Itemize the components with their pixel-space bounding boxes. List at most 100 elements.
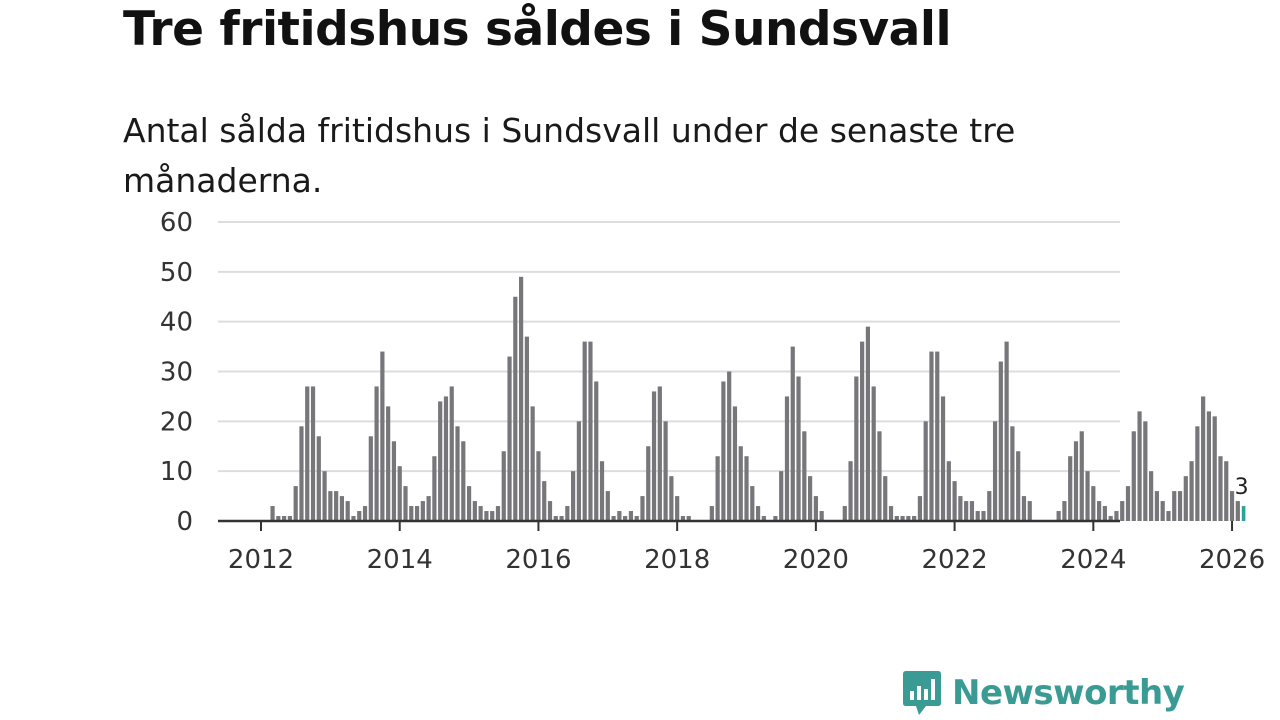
x-tick-label: 2018 xyxy=(644,545,710,575)
bar xyxy=(842,506,847,521)
newsworthy-logo: Newsworthy xyxy=(902,668,1185,718)
bar xyxy=(1102,506,1107,521)
bar xyxy=(310,386,316,521)
bar-latest xyxy=(1241,506,1246,521)
bar xyxy=(1201,396,1206,521)
bar xyxy=(362,506,368,521)
bar xyxy=(1097,501,1102,521)
bar xyxy=(1183,476,1188,521)
y-tick-label: 0 xyxy=(176,507,193,537)
bar xyxy=(1125,486,1131,521)
bar xyxy=(802,431,807,521)
bar xyxy=(790,346,795,521)
bar xyxy=(860,341,865,521)
bar xyxy=(646,446,651,521)
bar xyxy=(588,341,593,521)
bar xyxy=(293,486,298,521)
bar xyxy=(524,336,529,521)
bar xyxy=(1091,486,1096,521)
bar xyxy=(507,356,512,521)
bar xyxy=(888,506,894,521)
bar xyxy=(1114,511,1119,521)
bar xyxy=(744,456,749,521)
x-tick-label: 2014 xyxy=(367,545,433,575)
bar xyxy=(854,376,859,521)
chart-title: Tre fritidshus såldes i Sundsvall xyxy=(123,2,952,57)
bar xyxy=(322,471,327,521)
bar xyxy=(634,516,639,521)
bar xyxy=(409,506,414,521)
bar xyxy=(773,516,778,521)
bar xyxy=(848,461,853,521)
bar xyxy=(513,296,518,521)
axes xyxy=(218,519,1234,531)
bar xyxy=(900,516,905,521)
bar xyxy=(738,446,743,521)
bar xyxy=(1166,511,1171,521)
bar xyxy=(386,406,391,521)
bar xyxy=(1085,471,1090,521)
bar xyxy=(472,501,477,521)
bar xyxy=(299,426,304,521)
bar xyxy=(438,401,443,521)
bar xyxy=(1027,501,1032,521)
bar xyxy=(1189,461,1194,521)
chart-subtitle: Antal sålda fritidshus i Sundsvall under… xyxy=(123,111,1016,200)
bar xyxy=(582,341,587,521)
bar xyxy=(536,451,541,521)
x-tick-label: 2012 xyxy=(228,545,294,575)
y-tick-label: 60 xyxy=(160,208,193,238)
bar xyxy=(675,496,680,521)
bar xyxy=(998,361,1003,521)
bar xyxy=(750,486,755,521)
bar xyxy=(270,506,275,521)
bar xyxy=(397,466,402,521)
bar xyxy=(374,386,379,521)
gridlines xyxy=(218,221,1120,473)
bar xyxy=(594,381,599,521)
bar xyxy=(1108,516,1113,521)
bar xyxy=(796,376,801,521)
x-tick-label: 2026 xyxy=(1199,545,1265,575)
bar xyxy=(1149,471,1154,521)
bar xyxy=(432,456,437,521)
bar xyxy=(490,511,495,521)
bar xyxy=(975,511,980,521)
brand-name: Newsworthy xyxy=(952,673,1185,713)
bar xyxy=(599,461,605,521)
bar xyxy=(547,501,553,521)
bar xyxy=(808,476,813,521)
bar xyxy=(617,511,622,521)
bar xyxy=(495,506,501,521)
bar xyxy=(455,426,460,521)
bar xyxy=(466,486,472,521)
bar xyxy=(929,351,934,521)
bar xyxy=(576,421,581,521)
bar xyxy=(1195,426,1200,521)
bar xyxy=(917,496,923,521)
latest-value-label: 3 xyxy=(1235,475,1249,500)
bar xyxy=(478,506,483,521)
bar xyxy=(952,481,957,521)
bar xyxy=(727,371,732,521)
bar xyxy=(611,516,616,521)
bar xyxy=(287,516,292,521)
bar xyxy=(276,516,281,521)
bar xyxy=(1079,431,1084,521)
bar xyxy=(334,491,339,521)
bar xyxy=(883,476,888,521)
bar xyxy=(530,406,535,521)
bar xyxy=(865,326,870,521)
bar xyxy=(663,421,668,521)
bar xyxy=(669,476,674,521)
bar xyxy=(1004,341,1009,521)
bar xyxy=(1073,441,1079,521)
bar xyxy=(992,421,998,521)
labels: 0 10 20 30 40 50 60 2012 2014 2016 2018 2020 2022 202… xyxy=(160,208,1265,575)
bar xyxy=(819,511,824,521)
bar xyxy=(484,511,489,521)
bar xyxy=(328,491,333,521)
bar xyxy=(640,496,645,521)
bar xyxy=(946,461,951,521)
